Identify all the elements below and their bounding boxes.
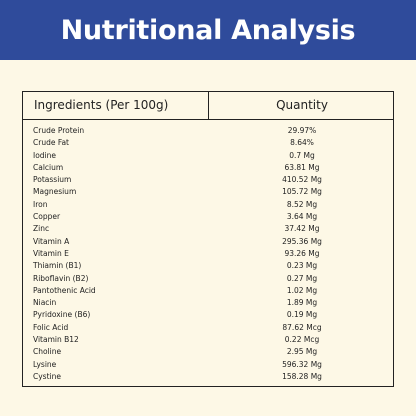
quantity: 2.95 Mg: [286, 347, 318, 357]
quantity: 37.42 Mg: [284, 224, 320, 234]
quantity: 295.36 Mg: [282, 236, 322, 246]
table-row: Lysine 596.32 Mg: [23, 360, 393, 372]
quantity: 105.72 Mg: [282, 187, 322, 197]
quantity: 410.52 Mg: [282, 175, 322, 185]
ingredient: Lysine: [33, 359, 57, 369]
ingredient: Zinc: [33, 224, 50, 234]
ingredient: Magnesium: [33, 187, 77, 197]
ingredient: Choline: [33, 347, 62, 357]
quantity: 63.81 Mg: [284, 162, 320, 172]
table-row: Potassium 410.52 Mg: [23, 175, 393, 187]
quantity: 1.89 Mg: [286, 298, 318, 308]
ingredient: Calcium: [33, 162, 64, 172]
ingredient: Thiamin (B1): [33, 261, 82, 271]
ingredient: Iron: [33, 199, 48, 209]
ingredient: Copper: [33, 212, 61, 222]
ingredient: Crude Fat: [33, 138, 69, 148]
quantity: 0.7 Mg: [289, 150, 315, 160]
table-row: Thiamin (B1) 0.23 Mg: [23, 261, 393, 273]
column-header: Ingredients (Per 100g): [34, 98, 169, 112]
quantity: 87.62 Mcg: [282, 322, 322, 332]
table-row: Crude Fat 8.64%: [23, 138, 393, 150]
table-row: Iodine 0.7 Mg: [23, 151, 393, 163]
divider: [208, 92, 210, 120]
table-row: Magnesium 105.72 Mg: [23, 187, 393, 199]
quantity: 0.22 Mcg: [284, 335, 320, 345]
ingredient: Potassium: [33, 175, 72, 185]
table-row: Riboflavin (B2) 0.27 Mg: [23, 274, 393, 286]
table-row: Vitamin A 295.36 Mg: [23, 237, 393, 249]
quantity: 0.27 Mg: [286, 273, 318, 283]
table-row: Niacin 1.89 Mg: [23, 298, 393, 310]
table-row: Iron 8.52 Mg: [23, 200, 393, 212]
table-body: Crude Protein 29.97% Crude Fat 8.64% Iodine 0…: [23, 126, 393, 384]
quantity: 158.28 Mg: [282, 371, 322, 381]
ingredient: Vitamin E: [33, 248, 69, 258]
title: Nutritional Analysis: [60, 14, 356, 46]
table-row: Vitamin E 93.26 Mg: [23, 249, 393, 261]
table-row: Choline 2.95 Mg: [23, 347, 393, 359]
ingredient: Vitamin B12: [33, 335, 79, 345]
column-header: Quantity: [276, 98, 328, 112]
ingredient: Vitamin A: [33, 236, 70, 246]
table-header: Ingredients (Per 100g) Quantity: [23, 92, 393, 120]
quantity: 3.64 Mg: [286, 212, 318, 222]
quantity: 93.26 Mg: [284, 248, 320, 258]
ingredient: Pantothenic Acid: [33, 285, 96, 295]
table-row: Cystine 158.28 Mg: [23, 372, 393, 384]
banner: Nutritional Analysis: [0, 0, 416, 60]
table-row: Zinc 37.42 Mg: [23, 224, 393, 236]
table: Ingredients (Per 100g) Quantity Crude Pr…: [22, 91, 394, 387]
table-row: Folic Acid 87.62 Mcg: [23, 323, 393, 335]
quantity: 0.19 Mg: [286, 310, 318, 320]
quantity: 8.52 Mg: [286, 199, 318, 209]
table-row: Pantothenic Acid 1.02 Mg: [23, 286, 393, 298]
ingredient: Cystine: [33, 371, 61, 381]
ingredient: Iodine: [33, 150, 57, 160]
quantity: 596.32 Mg: [282, 359, 322, 369]
quantity: 0.23 Mg: [286, 261, 318, 271]
ingredient: Riboflavin (B2): [33, 273, 89, 283]
table-row: Crude Protein 29.97%: [23, 126, 393, 138]
ingredient: Folic Acid: [33, 322, 69, 332]
quantity: 29.97%: [287, 126, 317, 135]
quantity: 1.02 Mg: [286, 285, 318, 295]
table-row: Calcium 63.81 Mg: [23, 163, 393, 175]
table-row: Pyridoxine (B6) 0.19 Mg: [23, 310, 393, 322]
ingredient: Pyridoxine (B6): [33, 310, 91, 320]
table-row: Vitamin B12 0.22 Mcg: [23, 335, 393, 347]
quantity: 8.64%: [290, 138, 314, 148]
ingredient: Crude Protein: [33, 126, 85, 135]
ingredient: Niacin: [33, 298, 57, 308]
table-row: Copper 3.64 Mg: [23, 212, 393, 224]
